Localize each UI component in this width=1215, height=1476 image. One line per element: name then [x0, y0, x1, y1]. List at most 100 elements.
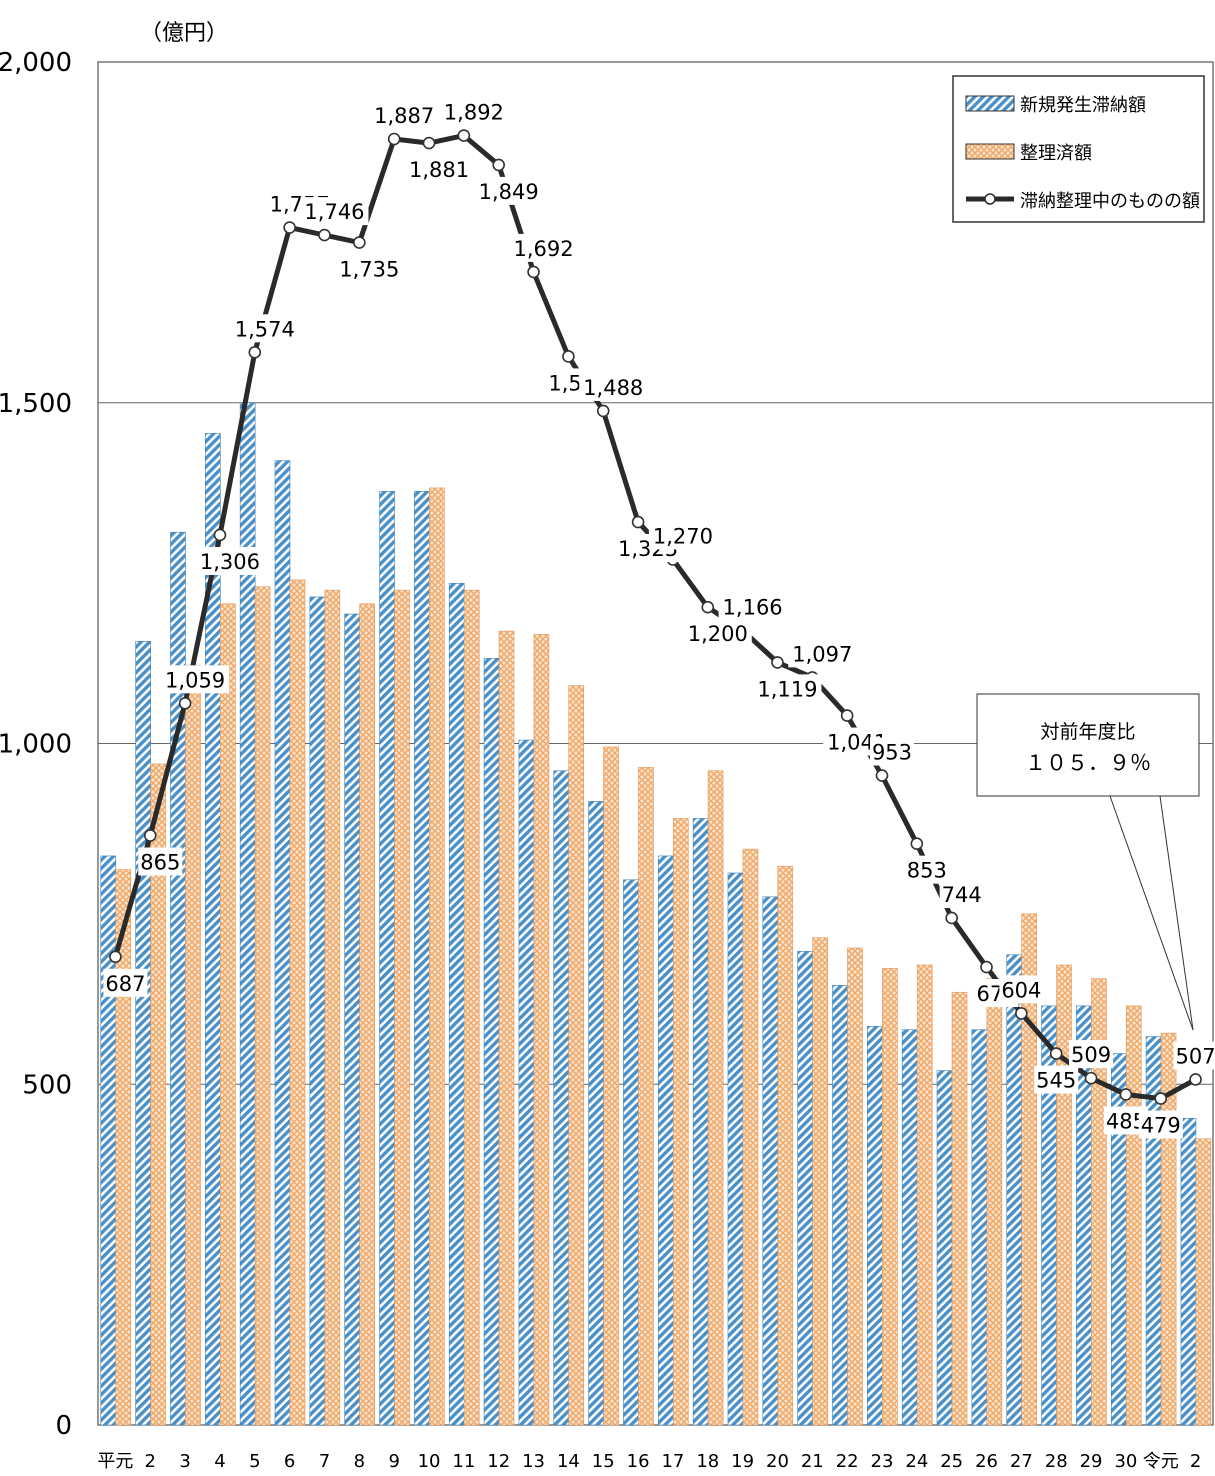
data-label-bg [718, 592, 787, 621]
bar-settled [951, 991, 968, 1426]
data-label-bg [230, 314, 299, 343]
line-marker [840, 709, 854, 722]
line-marker [1189, 1073, 1202, 1086]
bar-new-arrears [205, 433, 221, 1426]
bar-new-arrears [379, 491, 395, 1426]
bar-settled [394, 589, 410, 1426]
annotation-pointer-right [1159, 795, 1194, 1031]
data-label-bg [904, 855, 949, 884]
line-marker [527, 265, 540, 279]
line-marker [178, 696, 192, 710]
data-label: 1,692 [513, 237, 573, 261]
bar-new-arrears [588, 801, 604, 1426]
y-axis-ticks: 0 500 1,000 1,500 2,000 [0, 48, 72, 1441]
data-label-bg [474, 176, 543, 205]
x-tick-label: 2 [1190, 1451, 1201, 1472]
bar-settled [638, 767, 654, 1426]
bar-settled [812, 937, 828, 1426]
data-label: 1,881 [409, 158, 469, 182]
data-label: 1,735 [339, 258, 399, 282]
bar-new-arrears [135, 640, 151, 1426]
data-label: 853 [907, 859, 947, 883]
line-marker [109, 950, 122, 964]
data-label-bg [138, 847, 183, 876]
line-marker [1049, 1047, 1063, 1060]
data-label-bg [195, 546, 264, 575]
data-label: 865 [140, 851, 180, 875]
line-marker [213, 528, 227, 542]
x-tick-label: 13 [522, 1451, 545, 1472]
legend: 新規発生滞納額 整理済額 滞納整理中のものの額 [952, 75, 1205, 223]
data-label-bg [999, 975, 1044, 1004]
data-label: 479 [1141, 1114, 1181, 1138]
bar-new-arrears [936, 1070, 953, 1426]
bar-settled [1091, 978, 1107, 1426]
line-marker [248, 346, 262, 359]
data-label: 1,059 [165, 668, 225, 692]
line-series: 6878651,0591,3061,5741,7571,7461,7351,88… [103, 97, 1215, 1139]
data-label-bg [1138, 1110, 1183, 1139]
data-label-bg [103, 968, 148, 997]
bar-new-arrears [657, 855, 674, 1426]
x-tick-label: 15 [592, 1451, 615, 1472]
data-label: 604 [1001, 978, 1041, 1002]
bar-new-arrears [692, 818, 709, 1426]
x-tick-label: 7 [319, 1451, 330, 1472]
bars [100, 402, 1212, 1426]
data-label-bg [579, 372, 648, 401]
data-label: 1,488 [583, 376, 643, 400]
y-tick-label: 2,000 [0, 48, 72, 78]
bar-settled [359, 603, 375, 1426]
bar-new-arrears [274, 460, 291, 1426]
x-tick-label: 4 [214, 1451, 225, 1472]
bar-new-arrears [553, 770, 570, 1426]
y-tick-label: 0 [55, 1411, 72, 1441]
x-tick-label: 8 [354, 1451, 365, 1472]
line-marker [1084, 1071, 1098, 1085]
data-label-bg [300, 197, 369, 226]
x-tick-label: 12 [487, 1451, 510, 1472]
x-tick-label: 11 [452, 1451, 475, 1472]
data-label: 953 [872, 741, 912, 765]
x-tick-label: 18 [696, 1451, 719, 1472]
data-label-bg [1034, 1065, 1079, 1094]
legend-label-settled: 整理済額 [1020, 143, 1092, 164]
line-marker [701, 600, 715, 614]
line-marker [457, 129, 471, 142]
x-tick-label: 20 [766, 1451, 789, 1472]
data-label: 1,746 [304, 200, 364, 224]
data-label-bg [161, 665, 230, 694]
data-label: 1,270 [653, 524, 713, 548]
data-label: 1,097 [792, 642, 852, 666]
bar-new-arrears [309, 596, 326, 1426]
x-tick-label: 21 [801, 1451, 824, 1472]
data-label-bg [1173, 1041, 1215, 1070]
bar-settled [847, 947, 863, 1426]
line-marker [945, 911, 958, 925]
line-marker [143, 829, 157, 842]
bar-settled [324, 589, 341, 1426]
bar-settled [1056, 964, 1072, 1426]
data-label-bg [439, 97, 508, 126]
bar-new-arrears [623, 879, 639, 1426]
data-label-bg [869, 737, 914, 766]
line-marker [596, 404, 610, 418]
bar-new-arrears [448, 583, 465, 1426]
bar-new-arrears [867, 1026, 883, 1426]
bar-new-arrears [901, 1029, 918, 1426]
bar-new-arrears [1180, 1118, 1197, 1426]
data-label-bg [1069, 1040, 1114, 1069]
bar-new-arrears [100, 855, 117, 1426]
bar-settled [289, 579, 306, 1426]
bar-settled [185, 664, 201, 1426]
line-marker [283, 221, 296, 234]
data-label-bg [788, 639, 857, 668]
x-tick-label: 27 [1010, 1451, 1033, 1472]
x-tick-label: 23 [871, 1451, 894, 1472]
line-marker [631, 515, 645, 529]
bar-settled [742, 848, 759, 1426]
bar-settled [498, 630, 515, 1426]
bar-settled [220, 603, 236, 1426]
data-label: 1,892 [444, 101, 504, 125]
